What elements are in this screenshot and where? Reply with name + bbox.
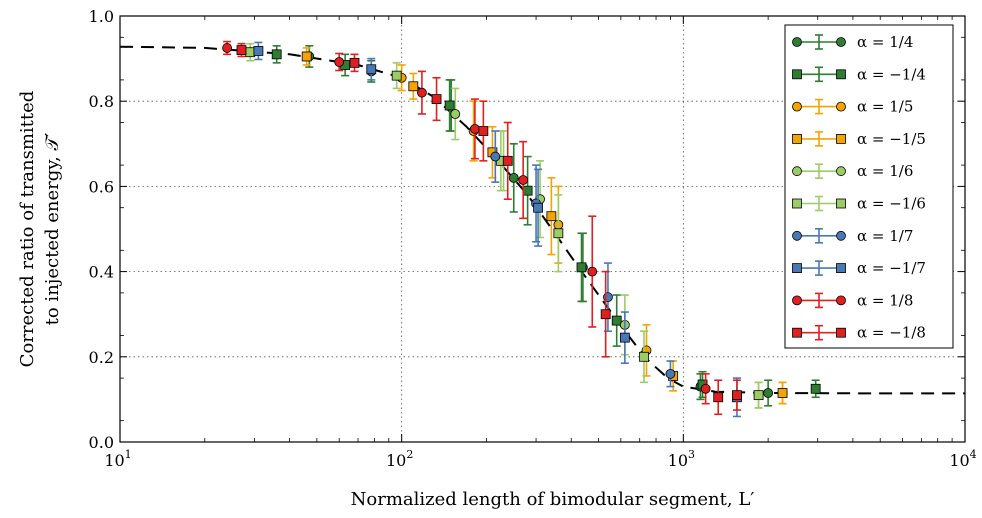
data-point bbox=[732, 390, 742, 401]
data-point bbox=[431, 94, 442, 104]
data-point bbox=[518, 175, 529, 185]
series-8 bbox=[222, 40, 711, 405]
data-point bbox=[391, 70, 402, 81]
legend-label: α = 1/5 bbox=[857, 98, 913, 116]
data-point bbox=[777, 388, 788, 398]
y-axis-label-line-1: Corrected ratio of transmitted bbox=[17, 91, 38, 368]
legend-label: α = −1/6 bbox=[857, 195, 926, 213]
legend-marker bbox=[792, 166, 802, 177]
fit-curve-layer bbox=[119, 45, 965, 395]
y-tick-label: 0.8 bbox=[89, 92, 114, 111]
legend-marker bbox=[836, 230, 846, 241]
legend-marker bbox=[836, 327, 846, 338]
data-point bbox=[533, 202, 543, 213]
y-tick-label: 0.2 bbox=[89, 348, 114, 367]
legend-label: α = −1/7 bbox=[857, 259, 926, 277]
legend-marker bbox=[792, 133, 802, 144]
series-9 bbox=[236, 42, 742, 416]
x-tick-label: 103 bbox=[668, 448, 695, 470]
y-tick-label: 0.4 bbox=[89, 263, 114, 282]
data-point bbox=[444, 100, 455, 111]
data-point bbox=[603, 292, 613, 303]
data-point bbox=[619, 332, 630, 343]
x-tick-label: 102 bbox=[386, 448, 413, 470]
data-point bbox=[546, 211, 557, 222]
data-point bbox=[639, 351, 649, 362]
legend-marker bbox=[836, 295, 846, 306]
data-point bbox=[611, 315, 622, 326]
plot-frame bbox=[119, 15, 966, 443]
data-point bbox=[810, 383, 821, 394]
legend-marker bbox=[792, 101, 802, 112]
legend-label: α = 1/6 bbox=[857, 162, 913, 180]
data-point bbox=[753, 390, 764, 401]
legend-label: α = 1/4 bbox=[857, 33, 913, 51]
data-point bbox=[478, 126, 489, 136]
legend-marker bbox=[836, 263, 846, 274]
legend-marker bbox=[836, 37, 846, 47]
y-axis-label: Corrected ratio of transmitted to inject… bbox=[17, 91, 63, 368]
legend-label: α = −1/4 bbox=[857, 65, 926, 83]
data-point bbox=[502, 155, 513, 166]
series-5 bbox=[245, 42, 764, 409]
legend-label: α = −1/8 bbox=[857, 324, 926, 342]
data-point bbox=[713, 392, 724, 403]
data-point bbox=[700, 383, 711, 394]
legend-marker bbox=[836, 198, 846, 209]
legend-label: α = −1/5 bbox=[857, 130, 926, 148]
y-tick-label: 1.0 bbox=[89, 7, 114, 26]
data-point bbox=[508, 172, 519, 183]
legend-marker bbox=[792, 295, 802, 306]
data-point bbox=[576, 262, 587, 273]
legend-label: α = 1/8 bbox=[857, 291, 913, 309]
x-tick-label: 101 bbox=[104, 448, 131, 470]
x-axis-label: Normalized length of bimodular segment, … bbox=[351, 489, 755, 510]
legend-marker bbox=[792, 69, 802, 80]
data-point bbox=[587, 266, 598, 277]
data-point bbox=[222, 43, 232, 53]
legend-box bbox=[784, 24, 954, 349]
legend-marker bbox=[836, 69, 846, 80]
data-point bbox=[553, 228, 564, 239]
data-point bbox=[236, 45, 247, 55]
data-point bbox=[470, 123, 480, 134]
grid bbox=[120, 16, 965, 442]
axis-ticks: 0.0 0.2 0.4 0.6 0.8 1.0 101 102 103 104 bbox=[89, 7, 977, 470]
data-point bbox=[522, 185, 533, 196]
data-point bbox=[450, 109, 461, 119]
data-point bbox=[271, 49, 282, 60]
fit-curve bbox=[119, 45, 965, 395]
legend-label: α = 1/7 bbox=[857, 227, 913, 245]
y-axis-label-line-2: to injected energy, 𝒯′ bbox=[42, 133, 63, 326]
data-point bbox=[408, 81, 419, 92]
y-tick-label: 0.0 bbox=[89, 433, 114, 452]
data-point bbox=[301, 51, 312, 62]
legend: α = 1/4 α = −1/4 α = 1/5 α = −1/5 α = 1/6 α =… bbox=[784, 24, 954, 349]
data-point bbox=[366, 64, 377, 75]
data-point bbox=[665, 368, 676, 379]
data-points-layer bbox=[222, 40, 821, 418]
data-point bbox=[490, 151, 501, 162]
data-point bbox=[763, 388, 774, 398]
data-point bbox=[245, 47, 256, 58]
legend-marker bbox=[792, 327, 802, 338]
data-point bbox=[334, 57, 345, 67]
legend-marker bbox=[792, 230, 802, 241]
legend-marker bbox=[836, 133, 846, 144]
legend-marker bbox=[792, 263, 802, 274]
legend-marker bbox=[836, 166, 846, 177]
y-tick-label: 0.6 bbox=[89, 177, 114, 196]
x-tick-label: 104 bbox=[949, 448, 976, 470]
data-point bbox=[600, 309, 611, 320]
legend-marker bbox=[792, 198, 802, 209]
data-point bbox=[253, 46, 264, 56]
series-1 bbox=[271, 45, 821, 399]
legend-marker bbox=[836, 101, 846, 112]
data-point bbox=[417, 87, 427, 98]
legend-marker bbox=[792, 37, 802, 47]
data-point bbox=[349, 57, 360, 68]
